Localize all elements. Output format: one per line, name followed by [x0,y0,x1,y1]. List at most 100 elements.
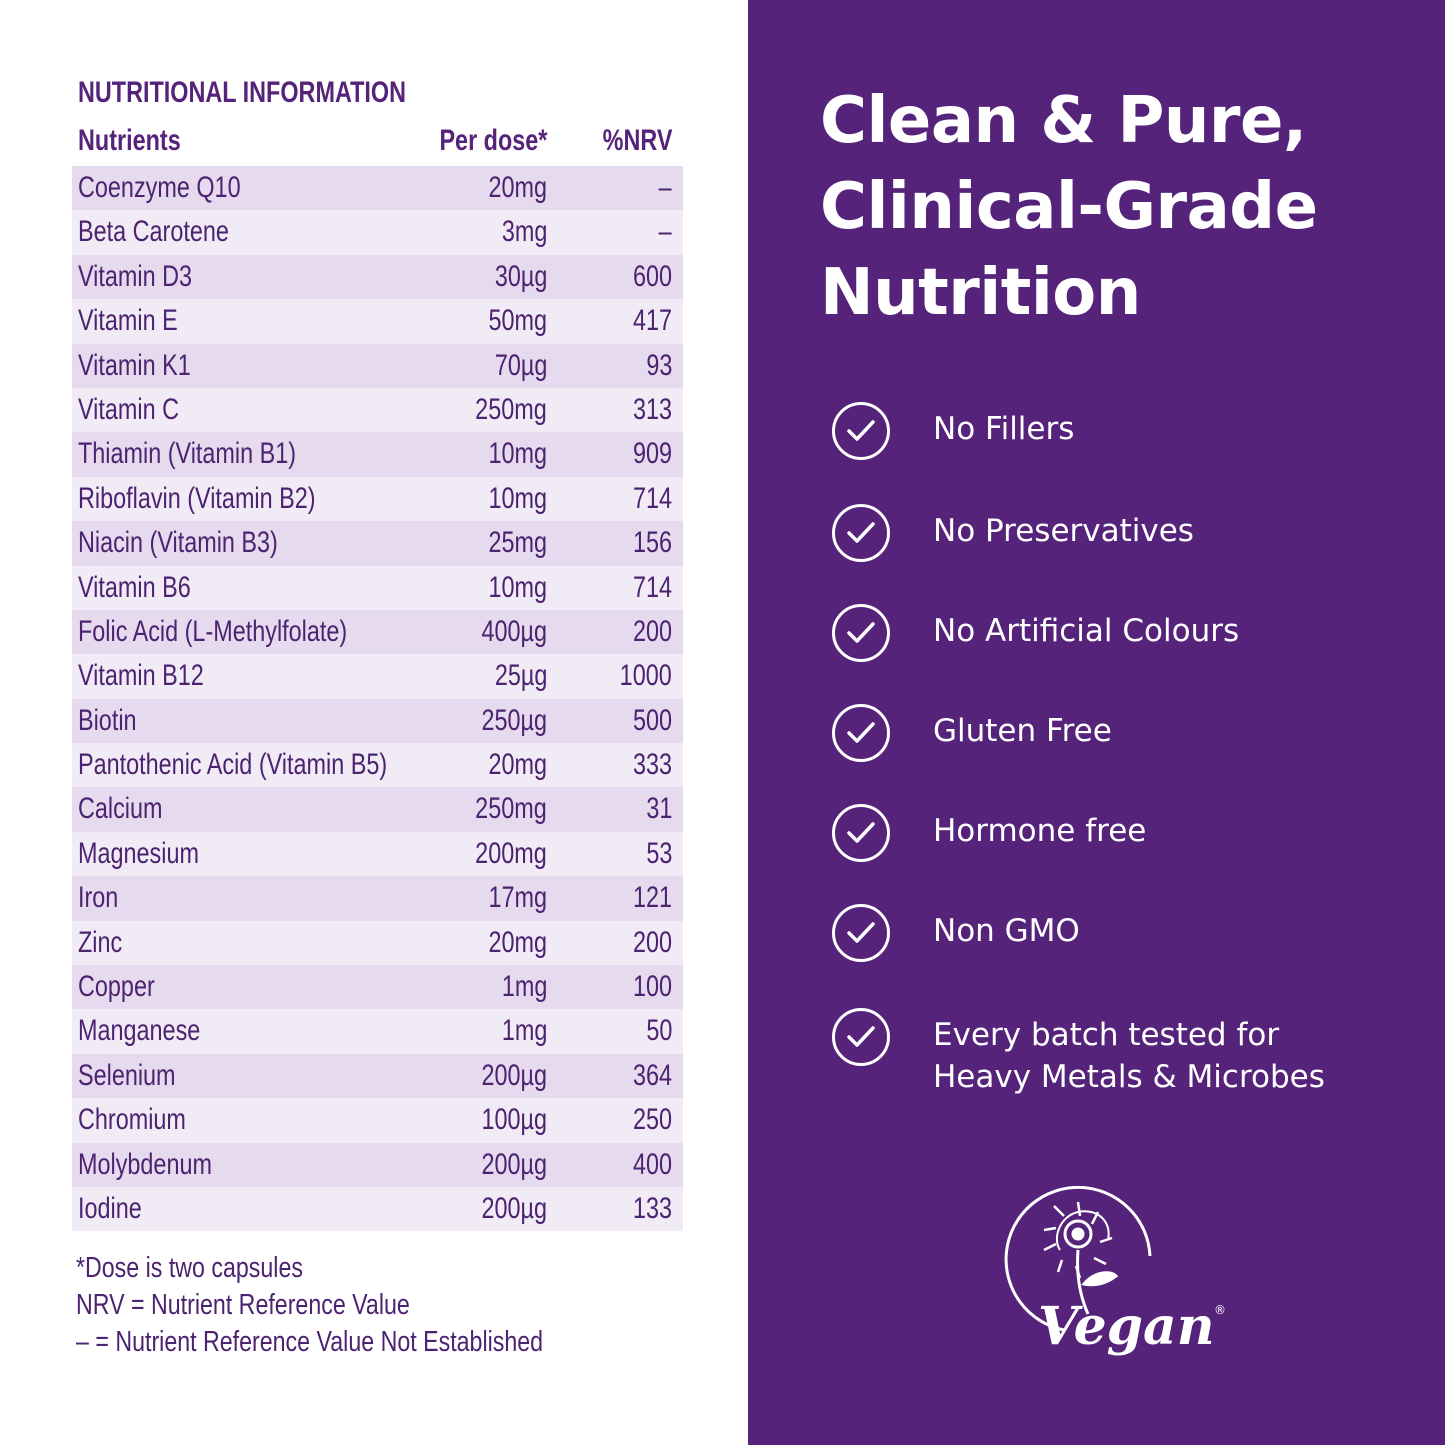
nutrient-nrv: 50 [645,1014,672,1048]
nutrient-name: Magnesium [78,836,199,870]
table-row: Riboflavin (Vitamin B2) 10mg 714 [72,476,683,522]
nutrient-name: Biotin [78,703,137,737]
table-row: Niacin (Vitamin B3) 25mg 156 [72,521,683,566]
table-row: Manganese 1mg 50 [72,1009,683,1054]
headline-line-3: Nutrition [820,256,1141,330]
nutrient-nrv: 909 [632,437,672,471]
nutrient-dose: 70µg [494,348,547,382]
nutrient-nrv: 93 [645,348,672,382]
feature-label: Hormone free [933,810,1146,852]
nutrient-dose: 200µg [481,1058,547,1092]
table-row: Vitamin B12 25µg 1000 [72,654,683,699]
nutrition-panel: NUTRITIONAL INFORMATION Nutrients Per do… [72,76,683,1361]
registered-mark: ® [1214,1303,1226,1317]
nutrient-dose: 10mg [488,570,547,604]
nutrient-nrv: 121 [632,881,672,915]
nutrient-dose: 250mg [475,392,547,426]
nutrient-name: Molybdenum [78,1147,212,1181]
nutrient-name: Copper [78,970,155,1004]
nutrient-nrv: 133 [632,1191,672,1225]
footnote-dose: *Dose is two capsules [76,1252,303,1284]
nutrient-name: Thiamin (Vitamin B1) [78,437,297,471]
feature-line-1: Every batch tested for [933,1017,1280,1053]
table-row: Beta Carotene 3mg – [72,210,683,255]
table-row: Iron 17mg 121 [72,876,683,921]
check-circle-icon [832,604,890,662]
feature-line-1: Hormone free [933,813,1147,849]
table-row: Vitamin K1 70µg 93 [72,343,683,388]
table-row: Zinc 20mg 200 [72,920,683,966]
footnotes: *Dose is two capsules NRV = Nutrient Ref… [76,1250,660,1361]
check-circle-icon [832,704,890,762]
table-row: Pantothenic Acid (Vitamin B5) 20mg 333 [72,743,683,788]
check-circle-icon [832,402,890,460]
table-row: Selenium 200µg 364 [72,1053,683,1099]
table-row: Coenzyme Q10 20mg – [72,166,683,211]
nutrient-dose: 25mg [488,526,547,560]
nutrient-nrv: 313 [632,392,672,426]
nutrient-dose: 50mg [488,304,547,338]
nutrient-dose: 100µg [481,1103,547,1137]
nutrient-name: Iodine [78,1191,142,1225]
nutrient-name: Selenium [78,1058,176,1092]
nutrient-name: Vitamin K1 [78,348,191,382]
check-circle-icon [832,504,890,562]
nutrient-dose: 200mg [475,836,547,870]
header-per-dose: Per dose* [439,124,547,157]
headline-line-1: Clean & Pure, [820,84,1307,158]
nutrient-nrv: 364 [632,1058,672,1092]
nutrient-name: Vitamin B6 [78,570,191,604]
table-row: Chromium 100µg 250 [72,1098,683,1143]
nutrient-nrv: 156 [632,526,672,560]
nutrient-nrv: 714 [632,481,672,515]
header-nrv: %NRV [602,124,672,157]
vegan-sunflower-icon [1004,1186,1152,1332]
nutrient-dose: 250µg [481,703,547,737]
nutrient-name: Niacin (Vitamin B3) [78,526,278,560]
nutrient-name: Coenzyme Q10 [78,171,241,204]
nutrition-title: NUTRITIONAL INFORMATION [78,76,407,109]
nutrient-nrv: 400 [632,1147,672,1181]
nutrient-dose: 20mg [488,748,547,782]
nutrient-nrv: 600 [632,259,672,293]
nutrient-nrv: 100 [632,970,672,1004]
table-row: Thiamin (Vitamin B1) 10mg 909 [72,432,683,477]
headline-line-2: Clinical-Grade [820,170,1318,244]
table-row: Copper 1mg 100 [72,965,683,1010]
check-circle-icon [832,804,890,862]
nutrient-nrv: 31 [645,792,672,826]
nutrient-name: Riboflavin (Vitamin B2) [78,481,316,515]
nutrient-nrv: 200 [632,614,672,648]
nutrient-nrv: 333 [632,748,672,782]
feature-line-1: No Fillers [933,411,1075,447]
nutrient-nrv: 1000 [619,659,672,693]
nutrient-dose: 10mg [488,437,547,471]
check-circle-icon [832,904,890,962]
footnote-nrv: NRV = Nutrient Reference Value [76,1289,410,1321]
nutrient-nrv: 53 [645,836,672,870]
nutrient-name: Manganese [78,1014,201,1048]
nutrient-nrv: – [658,215,672,249]
nutrient-dose: 3mg [501,215,547,249]
feature-line-1: No Artificial Colours [933,613,1240,649]
feature-line-1: Non GMO [933,913,1080,949]
feature-line-1: Gluten Free [933,713,1112,749]
nutrient-dose: 250mg [475,792,547,826]
nutrient-name: Folic Acid (L-Methylfolate) [78,614,348,648]
feature-line-1: No Preservatives [933,513,1194,549]
nutrient-nrv: 250 [632,1103,672,1137]
feature-label: No Fillers [933,408,1074,450]
nutrient-nrv: 714 [632,570,672,604]
check-circle-icon [832,1008,890,1066]
feature-label: No Artificial Colours [933,610,1239,652]
nutrient-name: Calcium [78,792,163,826]
headline: Clean & Pure, Clinical-Grade Nutrition [820,78,1318,336]
table-row: Biotin 250µg 500 [72,698,683,744]
nutrient-nrv: 417 [632,304,672,338]
table-row: Molybdenum 200µg 400 [72,1142,683,1187]
nutrient-name: Vitamin B12 [78,659,204,693]
nutrient-dose: 30µg [494,259,547,293]
nutrient-nrv: 500 [632,703,672,737]
feature-label: Gluten Free [933,710,1112,752]
nutrient-dose: 1mg [501,970,547,1004]
